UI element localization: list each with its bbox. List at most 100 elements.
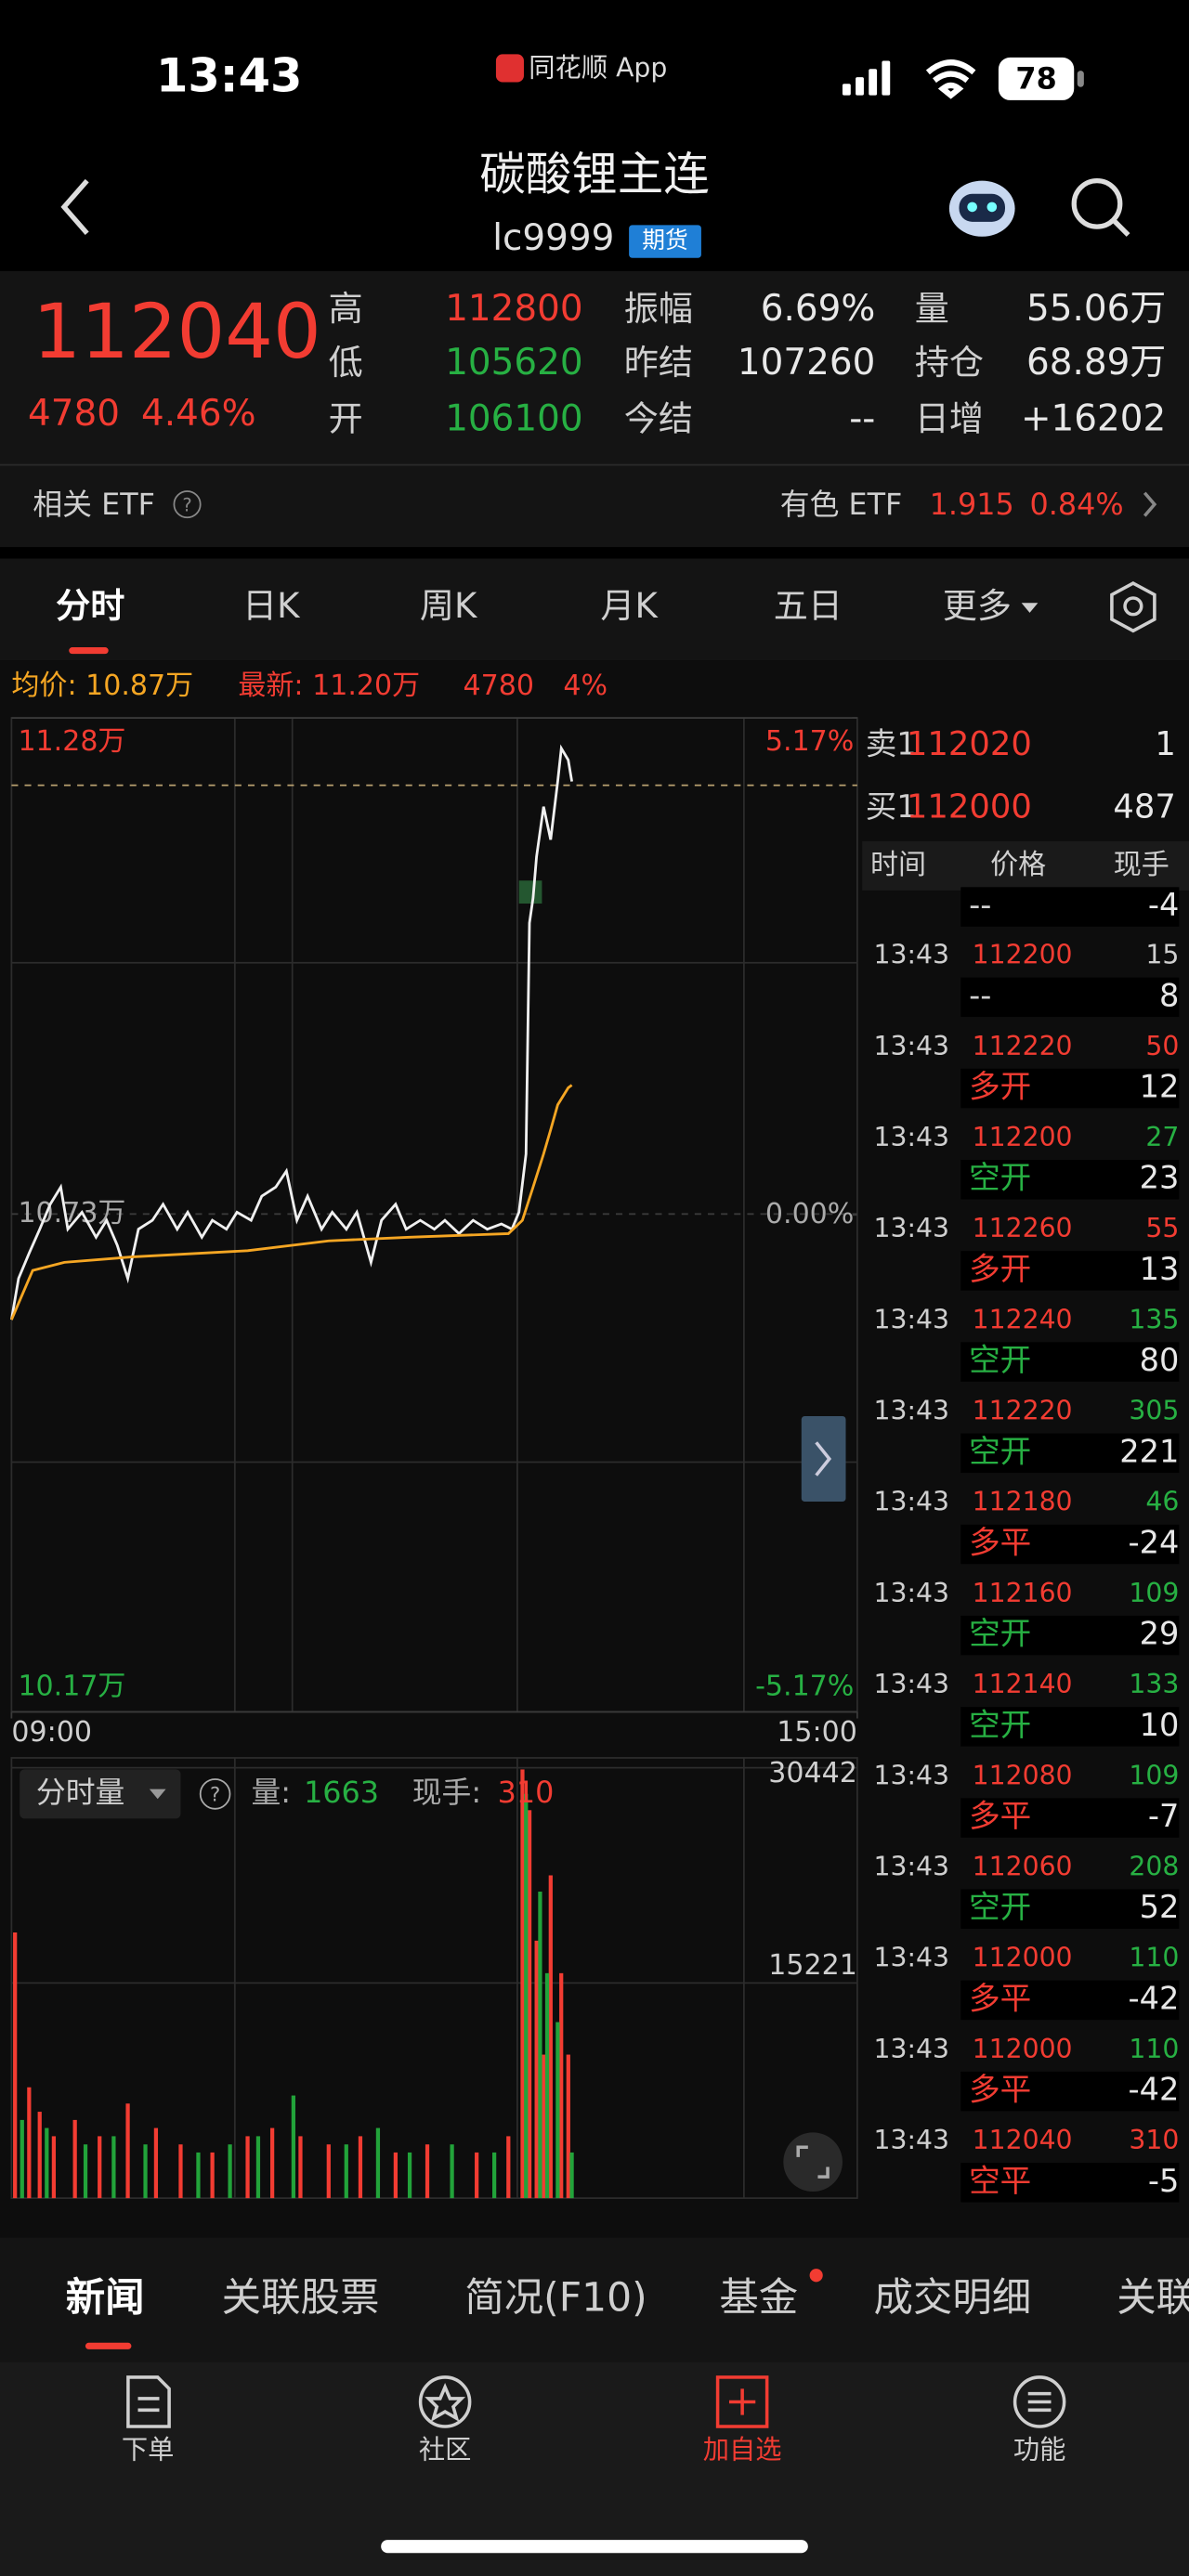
trade-kind: 多开 <box>969 1069 1031 1105</box>
bottom-tab[interactable]: 新闻 <box>66 2275 145 2321</box>
trade-row-bg <box>960 977 1180 1018</box>
trade-time: 13:43 <box>874 1487 949 1517</box>
trade-net: -4 <box>1148 887 1179 923</box>
trade-price: 112180 <box>973 1487 1073 1517</box>
app-icon <box>495 54 524 83</box>
trade-kind: 空开 <box>969 1707 1031 1743</box>
trade-net: 8 <box>1159 977 1179 1013</box>
ask-price: 112020 <box>907 725 1032 763</box>
trade-kind: -- <box>969 977 991 1013</box>
volume-bar <box>375 2127 381 2199</box>
stat-value: 68.89万 <box>1026 342 1166 384</box>
nav-label[interactable]: 下单 <box>122 2435 175 2465</box>
volume-bar <box>245 2136 250 2199</box>
trade-time: 13:43 <box>874 1943 949 1973</box>
trades-header-bg <box>862 840 1189 891</box>
volume-bar <box>538 1891 542 2199</box>
trade-volume: 208 <box>1129 1851 1179 1881</box>
volume-bar <box>425 2144 430 2199</box>
stat-value: 55.06万 <box>1026 288 1166 330</box>
trade-net: 23 <box>1140 1160 1180 1196</box>
signal-icon <box>842 60 891 96</box>
trade-price: 112040 <box>973 2125 1073 2155</box>
bid-price: 112000 <box>907 787 1032 826</box>
bottom-tab[interactable]: 简况(F10) <box>464 2275 647 2321</box>
trade-row-bg <box>960 1433 1180 1474</box>
volume-bar <box>566 2054 570 2199</box>
ask-vol: 1 <box>1155 725 1175 763</box>
column-header: 时间 <box>870 849 926 881</box>
trade-time: 13:43 <box>874 1122 949 1152</box>
trade-net: -24 <box>1129 1524 1180 1560</box>
back-button[interactable] <box>60 178 89 235</box>
trade-kind: 多平 <box>969 2072 1031 2108</box>
help-icon[interactable] <box>199 1778 231 1810</box>
nav-label[interactable]: 加自选 <box>703 2435 782 2465</box>
period-tab[interactable]: 月K <box>600 586 659 626</box>
bottom-tab[interactable]: 基金 <box>719 2275 798 2321</box>
nav-label[interactable]: 社区 <box>419 2435 472 2465</box>
selector-arrow <box>149 1789 166 1800</box>
volume-bar <box>196 2152 201 2199</box>
hand-value: 310 <box>498 1775 555 1810</box>
wifi-icon <box>925 59 976 99</box>
period-tab[interactable]: 分时 <box>56 586 124 626</box>
tab-indicator <box>85 2342 132 2349</box>
trade-row-bg <box>960 1707 1180 1747</box>
expand-tab[interactable] <box>801 1415 846 1502</box>
volume-bar <box>37 2112 42 2199</box>
bottom-tab[interactable]: 成交明细 <box>874 2275 1032 2321</box>
stat-label: 今结 <box>624 398 693 438</box>
battery-level: 78 <box>1015 61 1056 97</box>
trade-price: 112240 <box>973 1304 1073 1334</box>
trade-kind: 多平 <box>969 1798 1031 1834</box>
volume-bar <box>228 2144 232 2199</box>
dropdown-arrow <box>1021 603 1039 613</box>
period-tab[interactable]: 更多 <box>943 586 1012 626</box>
bottom-tab[interactable]: 关联股票 <box>222 2275 380 2321</box>
bid-label: 买1 <box>866 788 917 825</box>
assistant-icon[interactable] <box>948 180 1015 237</box>
volume-bar <box>358 2136 363 2199</box>
volume-bar <box>83 2144 88 2199</box>
selector-bg[interactable] <box>20 1769 181 1819</box>
nav-label[interactable]: 功能 <box>1013 2435 1066 2465</box>
settings-icon[interactable] <box>1110 581 1156 633</box>
volume-bar <box>255 2136 261 2199</box>
volume-bar <box>548 1875 553 2199</box>
trade-net: 12 <box>1140 1069 1180 1105</box>
volume-selector[interactable]: 分时量 <box>36 1775 124 1810</box>
trade-row-bg <box>960 1524 1180 1565</box>
volume-bar <box>527 1810 532 2199</box>
volume-bar <box>520 1769 525 2199</box>
trade-net: 10 <box>1140 1707 1180 1743</box>
change-pct: 4.46% <box>141 393 256 435</box>
trade-kind: 空开 <box>969 1889 1031 1925</box>
volume-bar <box>344 2144 348 2199</box>
search-icon[interactable] <box>1071 177 1130 237</box>
period-tab[interactable]: 五日 <box>774 586 843 626</box>
bid-vol: 487 <box>1113 787 1175 826</box>
help-mark: ? <box>182 494 191 515</box>
stat-value: 106100 <box>445 397 582 439</box>
trade-price: 112200 <box>973 940 1073 970</box>
trade-time: 13:43 <box>874 1760 949 1790</box>
stat-value: 105620 <box>445 342 582 384</box>
stat-label: 持仓 <box>915 343 984 383</box>
period-tab[interactable]: 日K <box>242 586 301 626</box>
trade-row-bg <box>960 1798 1180 1838</box>
help-icon[interactable] <box>173 490 202 519</box>
trade-time: 13:43 <box>874 2034 949 2064</box>
trade-volume: 133 <box>1129 1669 1179 1699</box>
bottom-tab[interactable]: 关联 <box>1117 2275 1189 2321</box>
etf-row[interactable] <box>0 464 1189 548</box>
volume-bar <box>291 2095 295 2199</box>
volume-bar <box>491 2152 497 2199</box>
fullscreen-button[interactable] <box>783 2132 843 2192</box>
stat-value: +16202 <box>1021 397 1166 439</box>
tag: 期货 <box>642 227 687 254</box>
trade-volume: 55 <box>1145 1213 1179 1243</box>
trade-time: 13:43 <box>874 1578 949 1608</box>
summary-pct: 4% <box>563 670 608 702</box>
period-tab[interactable]: 周K <box>420 586 478 626</box>
